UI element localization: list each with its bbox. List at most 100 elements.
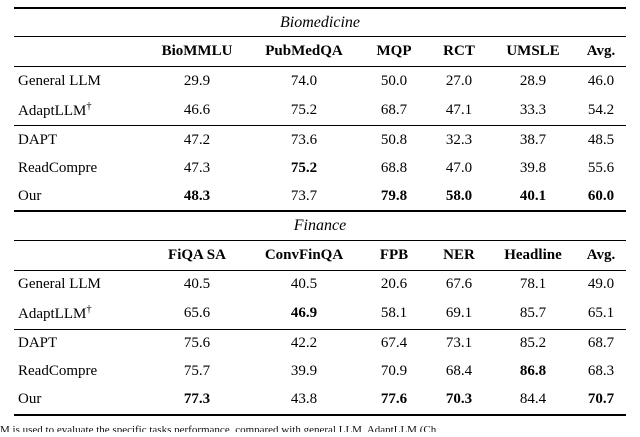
finance-method-group: DAPT 75.6 42.2 67.4 73.1 85.2 68.7 ReadCompre 75… [14, 329, 626, 414]
table-row: General LLM 40.5 40.5 20.6 67.6 78.1 49.0 [14, 270, 626, 299]
score-cell: 47.2 [183, 131, 211, 148]
method-label: DAPT [18, 335, 58, 352]
score-cell: 70.7 [587, 391, 615, 408]
score-cell: 43.8 [290, 391, 318, 408]
method-label: ReadCompre [18, 159, 98, 176]
score-cell: 85.7 [490, 298, 576, 330]
score-cell: 67.4 [380, 335, 408, 352]
score-cell: 65.6 [146, 298, 248, 330]
score-cell: 50.0 [380, 72, 408, 89]
table-row: AdaptLLM† 65.6 46.9 58.1 69.1 85.7 65.1 [14, 298, 626, 330]
method-label: ReadCompre [18, 363, 98, 380]
score-cell: 85.2 [519, 335, 547, 352]
score-cell: 46.0 [587, 72, 615, 89]
method-label: General LLM [18, 72, 101, 89]
score-cell: 54.2 [576, 95, 626, 127]
method-column-header [14, 36, 146, 68]
metric-column-header: NER [428, 239, 490, 271]
score-cell: 78.1 [519, 276, 547, 293]
score-cell: 75.6 [183, 335, 211, 352]
score-cell: 46.9 [248, 298, 360, 330]
score-cell: 79.8 [380, 187, 408, 204]
score-cell: 32.3 [445, 131, 473, 148]
dagger-marker: † [86, 100, 92, 112]
score-cell: 39.8 [519, 159, 547, 176]
score-cell: 65.1 [576, 298, 626, 330]
biomedicine-results-table: BioMMLU PubMedQA MQP RCT UMSLE Avg. General L… [14, 36, 626, 210]
score-cell: 73.6 [290, 131, 318, 148]
score-cell: 27.0 [445, 72, 473, 89]
score-cell: 68.4 [445, 363, 473, 380]
table-row: DAPT 75.6 42.2 67.4 73.1 85.2 68.7 [14, 329, 626, 358]
top-rule-divider [14, 7, 626, 9]
score-cell: 77.3 [183, 391, 211, 408]
metric-column-header: BioMMLU [146, 36, 248, 68]
score-cell: 77.6 [380, 391, 408, 408]
mid-rule-divider [14, 210, 626, 213]
score-cell: 84.4 [519, 391, 547, 408]
score-cell: 74.0 [290, 72, 318, 89]
table-row: AdaptLLM† 46.6 75.2 68.7 47.1 33.3 54.2 [14, 95, 626, 127]
bottom-rule-divider [14, 413, 626, 416]
caption-text: M is used to evaluate the specific tasks… [0, 423, 437, 432]
score-cell: 50.8 [380, 131, 408, 148]
table-title-finance: Finance [293, 217, 347, 235]
metric-column-header: FiQA SA [146, 239, 248, 271]
method-label: Our [18, 391, 42, 408]
score-cell: 75.7 [183, 363, 211, 380]
metric-column-header: Avg. [576, 36, 626, 68]
table-row: Our 48.3 73.7 79.8 58.0 40.1 60.0 [14, 182, 626, 210]
score-cell: 70.3 [445, 391, 473, 408]
score-cell: 68.3 [587, 363, 615, 380]
biomedicine-baseline-group: General LLM 29.9 74.0 50.0 27.0 28.9 46.0 Adapt… [14, 67, 626, 127]
score-cell: 39.9 [290, 363, 318, 380]
table-row: ReadCompre 75.7 39.9 70.9 68.4 86.8 68.3 [14, 358, 626, 386]
table-row: General LLM 29.9 74.0 50.0 27.0 28.9 46.0 [14, 67, 626, 96]
method-label: Our [18, 187, 42, 204]
score-cell: 75.2 [248, 95, 360, 127]
score-cell: 70.9 [380, 363, 408, 380]
score-cell: 68.8 [380, 159, 408, 176]
finance-baseline-group: General LLM 40.5 40.5 20.6 67.6 78.1 49.0 Adapt… [14, 270, 626, 330]
score-cell: 33.3 [490, 95, 576, 127]
score-cell: 29.9 [183, 72, 211, 89]
score-cell: 58.1 [360, 298, 428, 330]
score-cell: 58.0 [445, 187, 473, 204]
metric-column-header: MQP [360, 36, 428, 68]
score-cell: 69.1 [428, 298, 490, 330]
table-row: ReadCompre 47.3 75.2 68.8 47.0 39.8 55.6 [14, 154, 626, 182]
table-title-biomedicine: Biomedicine [280, 14, 360, 31]
table-row: DAPT 47.2 73.6 50.8 32.3 38.7 48.5 [14, 126, 626, 155]
score-cell: 38.7 [519, 131, 547, 148]
finance-header-row: FiQA SA ConvFinQA FPB NER Headline Avg. [14, 239, 626, 271]
score-cell: 60.0 [587, 187, 615, 204]
score-cell: 68.7 [587, 335, 615, 352]
method-column-header [14, 239, 146, 271]
biomedicine-header-row: BioMMLU PubMedQA MQP RCT UMSLE Avg. [14, 36, 626, 68]
score-cell: 46.6 [146, 95, 248, 127]
score-cell: 55.6 [587, 159, 615, 176]
metric-column-header: Avg. [576, 239, 626, 271]
score-cell: 75.2 [290, 159, 318, 176]
score-cell: 20.6 [380, 276, 408, 293]
method-label: DAPT [18, 131, 58, 148]
method-label: General LLM [18, 276, 101, 293]
score-cell: 73.7 [290, 187, 318, 204]
score-cell: 40.5 [183, 276, 211, 293]
score-cell: 67.6 [445, 276, 473, 293]
score-cell: 48.3 [183, 187, 211, 204]
score-cell: 42.2 [290, 335, 318, 352]
metric-column-header: PubMedQA [248, 36, 360, 68]
score-cell: 47.1 [428, 95, 490, 127]
metric-column-header: ConvFinQA [248, 239, 360, 271]
score-cell: 48.5 [587, 131, 615, 148]
table-row: Our 77.3 43.8 77.6 70.3 84.4 70.7 [14, 386, 626, 414]
score-cell: 40.1 [519, 187, 547, 204]
score-cell: 47.3 [183, 159, 211, 176]
score-cell: 40.5 [290, 276, 318, 293]
finance-results-table: FiQA SA ConvFinQA FPB NER Headline Avg. Gener… [14, 239, 626, 414]
metric-column-header: RCT [428, 36, 490, 68]
metric-column-header: Headline [490, 239, 576, 271]
biomedicine-method-group: DAPT 47.2 73.6 50.8 32.3 38.7 48.5 ReadCompre 47… [14, 126, 626, 211]
